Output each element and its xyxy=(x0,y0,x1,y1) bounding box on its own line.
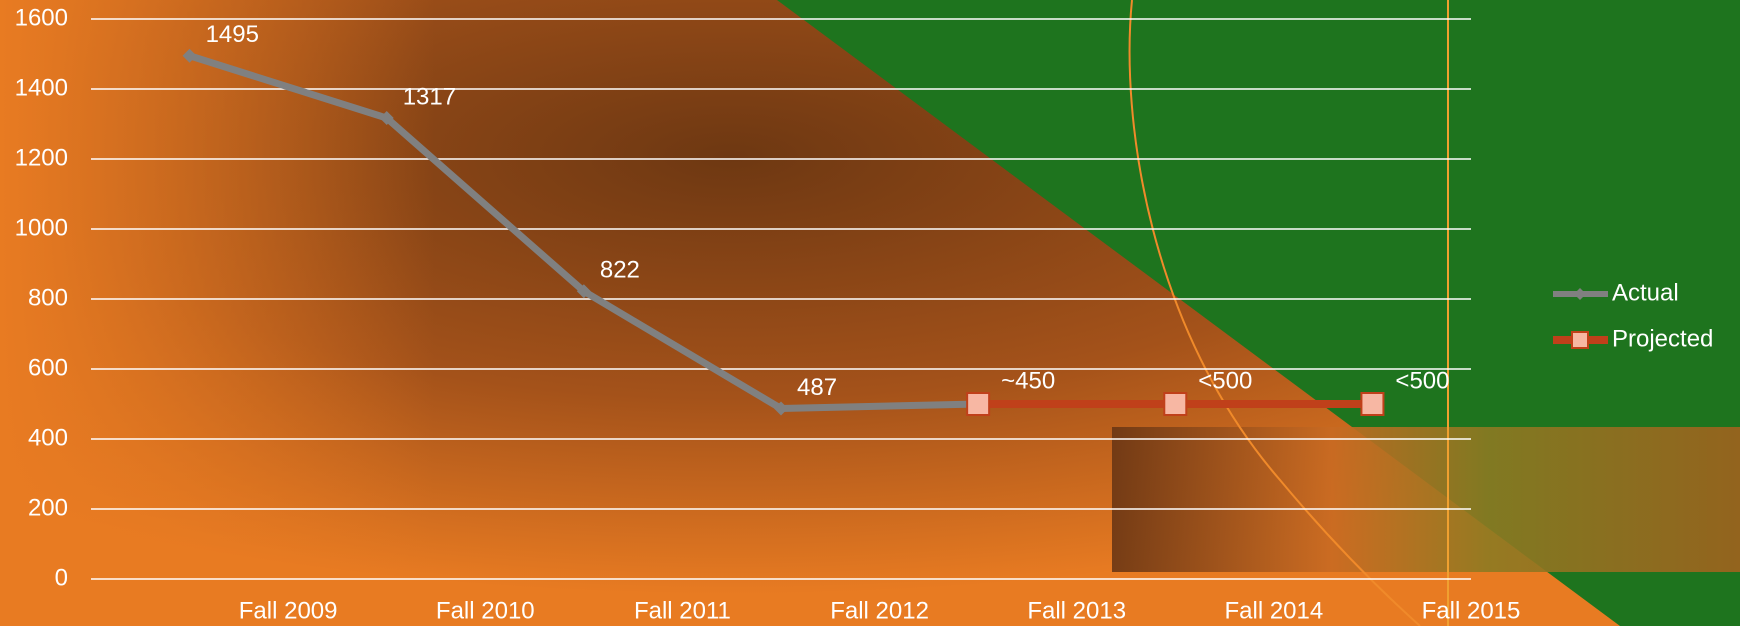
legend-label: Projected xyxy=(1612,325,1713,352)
annotation: <500 xyxy=(1395,367,1449,394)
chart: 0 200 400 600 800 1000 1200 1400 1600 Fall 2009 Fa… xyxy=(0,0,1740,626)
data-label: 1317 xyxy=(403,83,456,110)
y-tick-label: 1400 xyxy=(15,74,68,101)
y-tick-label: 1200 xyxy=(15,144,68,171)
x-tick-label: Fall 2011 xyxy=(634,597,731,624)
legend-marker xyxy=(1572,332,1588,348)
x-tick-label: Fall 2010 xyxy=(436,597,535,624)
data-label: 822 xyxy=(600,257,640,284)
y-tick-label: 200 xyxy=(28,494,68,521)
data-label: 1495 xyxy=(206,21,259,48)
x-tick-label: Fall 2009 xyxy=(239,597,338,624)
x-tick-label: Fall 2013 xyxy=(1027,597,1126,624)
legend-label: Actual xyxy=(1612,279,1679,306)
annotation: <500 xyxy=(1198,367,1252,394)
point-marker xyxy=(967,393,989,415)
y-tick-label: 600 xyxy=(28,354,68,381)
data-label: 487 xyxy=(797,374,837,401)
y-tick-label: 1000 xyxy=(15,214,68,241)
point-marker xyxy=(1164,393,1186,415)
point-marker xyxy=(1361,393,1383,415)
decor-box xyxy=(1112,427,1740,572)
y-tick-label: 1600 xyxy=(15,4,68,31)
x-tick-label: Fall 2014 xyxy=(1224,597,1323,624)
x-tick-label: Fall 2012 xyxy=(830,597,929,624)
y-tick-label: 400 xyxy=(28,424,68,451)
y-tick-label: 800 xyxy=(28,284,68,311)
page: 0 200 400 600 800 1000 1200 1400 1600 Fall 2009 Fa… xyxy=(0,0,1740,626)
x-tick-label: Fall 2015 xyxy=(1422,597,1521,624)
annotation: ~450 xyxy=(1001,367,1055,394)
y-tick-label: 0 xyxy=(55,564,68,591)
